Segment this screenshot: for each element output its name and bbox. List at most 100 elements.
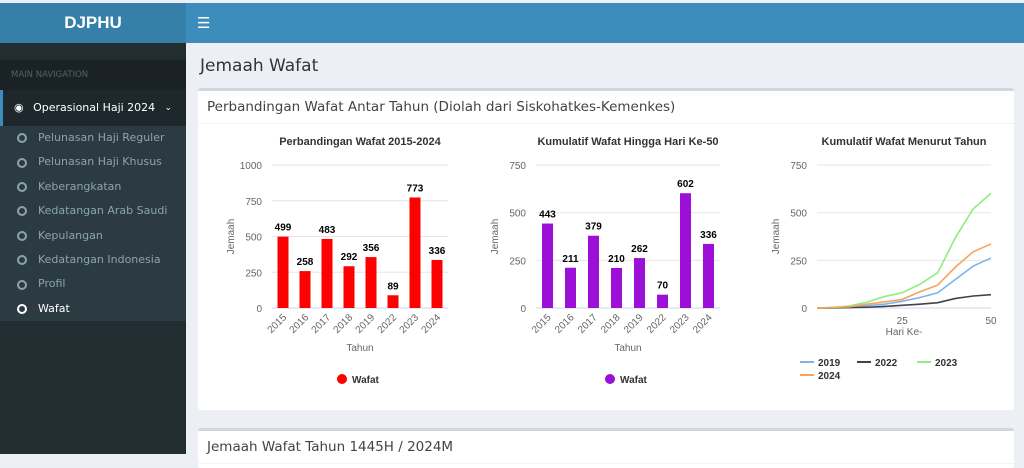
sidebar-item-keberangkatan[interactable]: Keberangkatan xyxy=(0,175,186,199)
bar xyxy=(431,259,443,308)
data-label: 70 xyxy=(657,281,669,292)
box-title: Perbandingan Wafat Antar Tahun (Diolah d… xyxy=(198,91,1014,124)
sidebar-item-label: Keberangkatan xyxy=(38,179,122,193)
sidebar-item-pelunasan-haji-khusus[interactable]: Pelunasan Haji Khusus xyxy=(0,150,186,174)
data-label: 602 xyxy=(677,179,694,190)
bar xyxy=(343,266,355,308)
x-tick-label: 2018 xyxy=(599,312,623,336)
y-axis-label: Jemaah xyxy=(490,219,501,255)
sidebar-item-label: Kepulangan xyxy=(38,228,103,242)
y-tick-label: 250 xyxy=(509,256,526,267)
x-tick-label: 50 xyxy=(985,316,997,327)
series-line-2019 xyxy=(816,257,992,309)
y-tick-label: 250 xyxy=(790,256,807,267)
legend-label: Wafat xyxy=(620,375,648,386)
data-label: 210 xyxy=(608,254,625,265)
bar xyxy=(703,243,714,308)
bar xyxy=(588,235,599,308)
y-tick-label: 0 xyxy=(520,304,526,315)
sidebar-item-kepulangan[interactable]: Kepulangan xyxy=(0,224,186,248)
data-label: 379 xyxy=(585,222,602,233)
legend-label: 2019 xyxy=(818,358,841,369)
legend-marker xyxy=(337,374,347,384)
data-label: 262 xyxy=(631,244,648,255)
y-tick-label: 750 xyxy=(245,197,262,208)
sidebar-item-label: Pelunasan Haji Reguler xyxy=(38,131,165,144)
legend-label: Wafat xyxy=(352,375,380,386)
top-header: DJPHU ☰ xyxy=(0,3,1024,43)
sidebar-item-operasional-haji-2024[interactable]: ◉ Operasional Haji 2024 ⌄ xyxy=(0,90,186,126)
y-tick-label: 0 xyxy=(256,304,262,315)
x-tick-label: 2023 xyxy=(668,312,692,336)
logo[interactable]: DJPHU xyxy=(0,3,186,43)
data-label: 336 xyxy=(429,246,446,257)
x-tick-label: 2016 xyxy=(288,312,312,336)
data-label: 336 xyxy=(700,230,717,241)
x-axis-label: Hari Ke- xyxy=(886,327,923,338)
bar xyxy=(387,295,399,308)
sidebar-item-kedatangan-indonesia[interactable]: Kedatangan Indonesia xyxy=(0,248,186,272)
data-label: 773 xyxy=(407,183,424,194)
x-tick-label: 2019 xyxy=(354,312,378,336)
box-title: Jemaah Wafat Tahun 1445H / 2024M xyxy=(198,431,1014,464)
x-tick-label: 2024 xyxy=(691,312,715,336)
bar xyxy=(680,193,691,308)
x-tick-label: 2018 xyxy=(332,312,356,336)
bar xyxy=(409,197,421,308)
sidebar-item-label: Pelunasan Haji Khusus xyxy=(38,155,162,169)
bar xyxy=(277,236,289,308)
chart-title: Kumulatif Wafat Hingga Hari Ke-50 xyxy=(537,136,718,148)
y-tick-label: 750 xyxy=(790,161,807,172)
x-axis-label: Tahun xyxy=(346,343,373,354)
x-tick-label: 25 xyxy=(897,316,909,327)
circle-icon xyxy=(17,230,27,241)
chart-title: Kumulatif Wafat Menurut Tahun xyxy=(822,136,987,148)
circle-icon xyxy=(17,279,27,290)
chart-wafat-2015-2024: Perbandingan Wafat 2015-2024 0 250 500 750 10… xyxy=(226,136,448,386)
y-tick-label: 500 xyxy=(245,233,262,244)
page-title: Jemaah Wafat xyxy=(200,56,319,76)
sidebar-item-pelunasan-haji-reguler[interactable]: Pelunasan Haji Reguler xyxy=(0,126,186,150)
sidebar-item-kedatangan-arab-saudi[interactable]: Kedatangan Arab Saudi xyxy=(0,199,186,223)
bar xyxy=(321,238,333,308)
y-tick-label: 0 xyxy=(801,304,807,315)
bar xyxy=(634,258,645,308)
sidebar-item-label: Kedatangan Arab Saudi xyxy=(38,204,168,218)
circle-icon xyxy=(17,181,27,192)
y-tick-label: 250 xyxy=(245,268,262,279)
y-tick-label: 500 xyxy=(790,209,807,220)
sidebar: MAIN NAVIGATION ◉ Operasional Haji 2024 … xyxy=(0,43,186,454)
bar xyxy=(365,257,377,308)
dashboard-icon: ◉ xyxy=(14,101,24,114)
sidebar-item-label: Kedatangan Indonesia xyxy=(38,252,161,266)
x-tick-label: 2015 xyxy=(266,312,290,336)
data-label: 499 xyxy=(275,223,292,234)
y-axis-label: Jemaah xyxy=(771,219,782,255)
circle-icon xyxy=(17,206,27,217)
x-tick-label: 2015 xyxy=(530,312,554,336)
legend-label: 2022 xyxy=(875,358,898,369)
submenu: Pelunasan Haji Reguler Pelunasan Haji Khu… xyxy=(0,126,186,321)
circle-icon xyxy=(17,157,27,168)
bar xyxy=(611,267,622,308)
x-tick-label: 2016 xyxy=(553,312,577,336)
bar xyxy=(542,223,553,308)
data-label: 258 xyxy=(297,257,314,268)
series-line-2024 xyxy=(816,243,992,309)
circle-icon xyxy=(17,303,27,314)
hamburger-icon[interactable]: ☰ xyxy=(197,14,211,32)
chart-kumulatif-hari-50: Kumulatif Wafat Hingga Hari Ke-50 0 250 500… xyxy=(490,136,720,386)
sidebar-item-wafat[interactable]: Wafat xyxy=(0,297,186,321)
circle-icon xyxy=(17,255,27,266)
legend-marker xyxy=(605,374,615,384)
x-tick-label: 2022 xyxy=(376,312,400,336)
y-tick-label: 750 xyxy=(509,161,526,172)
y-tick-label: 500 xyxy=(509,209,526,220)
legend-label: 2023 xyxy=(935,358,958,369)
data-label: 89 xyxy=(387,281,399,292)
data-label: 483 xyxy=(319,225,336,236)
x-tick-label: 2022 xyxy=(645,312,669,336)
x-tick-label: 2017 xyxy=(310,312,334,336)
sidebar-item-profil[interactable]: Profil xyxy=(0,272,186,296)
data-label: 356 xyxy=(363,243,380,254)
